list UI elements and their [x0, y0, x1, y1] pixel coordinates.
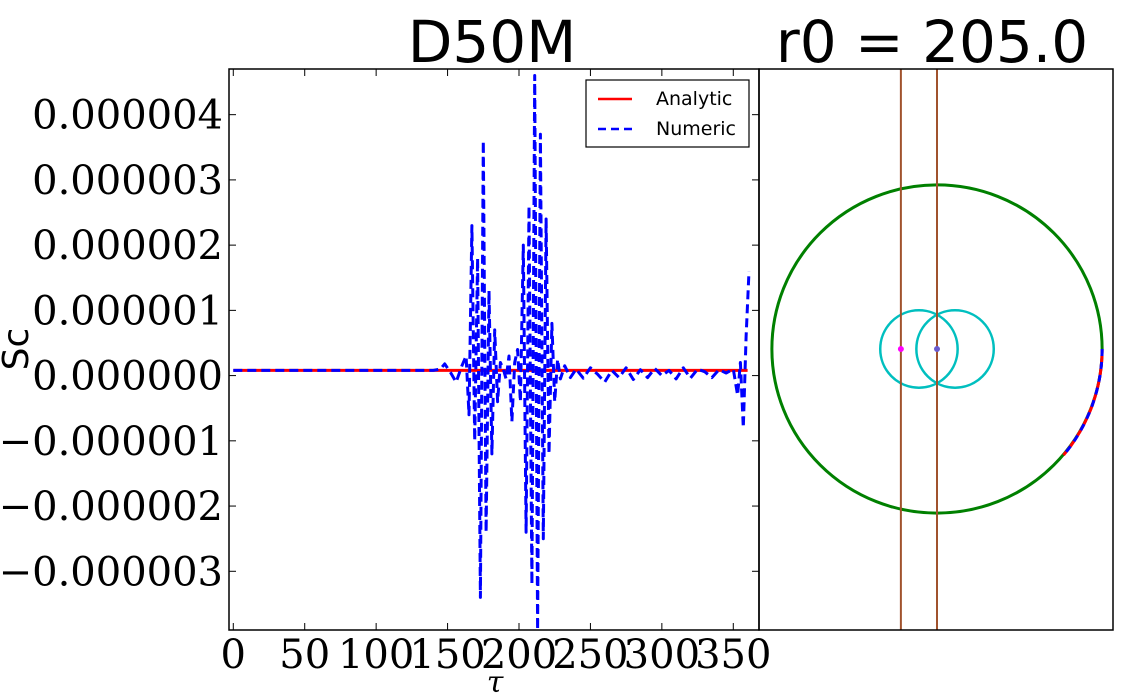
legend: Analytic Numeric: [585, 79, 750, 148]
y-tick-label: −0.000003: [0, 549, 223, 595]
x-tick-label: 0: [221, 632, 246, 678]
right-plot-area: [770, 69, 1104, 630]
orbit-arc-analytic: [1062, 349, 1104, 457]
right-shapes: [770, 69, 1104, 630]
right-marker: [934, 346, 940, 352]
x-tick-label: 250: [552, 632, 628, 678]
x-tick-label: 150: [409, 632, 485, 678]
right-chart: r0 = 205.0: [758, 8, 1114, 631]
left-y-axis: 0.000004 0.000003 0.000002 0.000001 0.000000…: [0, 93, 759, 595]
left-marker: [897, 346, 904, 352]
x-tick-label: 300: [624, 632, 700, 678]
y-tick-label: 0.000002: [32, 223, 223, 269]
left-plot-area: [233, 74, 751, 630]
y-tick-label: −0.000001: [0, 419, 223, 465]
orbit-arc-numeric: [1062, 349, 1104, 457]
x-tick-label: 50: [279, 632, 330, 678]
left-circle: [878, 309, 959, 389]
legend-box: [585, 79, 750, 148]
legend-numeric-label: Numeric: [656, 118, 736, 140]
right-plot-frame: [758, 68, 1114, 631]
y-tick-label: 0.000001: [32, 288, 223, 334]
legend-analytic-label: Analytic: [656, 88, 732, 110]
series-numeric-line: [233, 74, 751, 630]
y-tick-label: 0.000004: [32, 93, 223, 139]
y-tick-label: −0.000002: [0, 484, 223, 530]
y-axis-label: Sc: [0, 328, 37, 371]
right-chart-title: r0 = 205.0: [776, 8, 1088, 76]
x-tick-label: 200: [481, 632, 557, 678]
x-tick-label: 350: [695, 632, 771, 678]
y-tick-label: 0.000000: [32, 354, 223, 400]
x-axis-label: τ: [487, 665, 504, 700]
y-tick-label: 0.000003: [32, 158, 223, 204]
right-circle: [915, 309, 996, 389]
left-chart-title: D50M: [408, 8, 577, 76]
x-tick-label: 100: [338, 632, 414, 678]
